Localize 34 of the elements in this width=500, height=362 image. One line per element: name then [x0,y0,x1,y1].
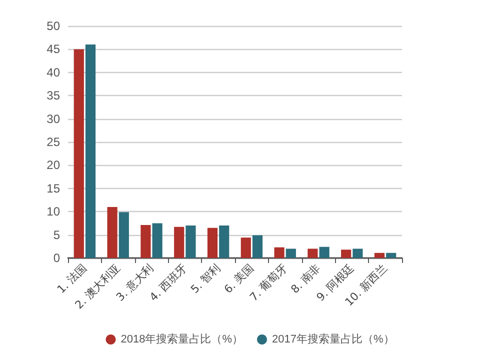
y-tick-label: 50 [46,19,60,33]
bar [219,226,230,258]
y-tick-label: 25 [46,135,60,149]
y-tick-label: 15 [46,181,60,196]
bar [352,248,363,258]
bar [140,225,151,258]
bar [286,248,296,258]
bar [174,226,184,258]
y-tick-label: 45 [46,42,60,56]
y-tick-label: 0 [53,251,60,265]
bar [118,212,129,258]
y-tick-label: 10 [46,204,60,219]
y-tick-label: 30 [46,112,60,126]
bar [252,235,263,258]
bar [85,44,96,258]
y-tick-label: 35 [46,88,60,103]
bar [186,226,196,258]
bar [207,228,218,258]
bar [107,206,118,258]
y-tick-label: 20 [46,158,60,172]
bar [240,238,251,258]
y-tick-label: 5 [53,228,60,242]
bar [74,49,84,258]
bar [374,252,385,258]
legend-label: 2018年搜索量占比（%） [120,332,244,346]
bar [319,246,330,258]
bar [308,248,318,258]
bar [341,250,352,258]
bar [386,252,396,258]
x-tick-label: 5. 智利 [188,261,223,296]
y-tick-label: 40 [46,65,60,80]
legend-label: 2017年搜索量占比（%） [272,332,394,346]
bar [274,247,284,258]
bar [152,223,162,258]
